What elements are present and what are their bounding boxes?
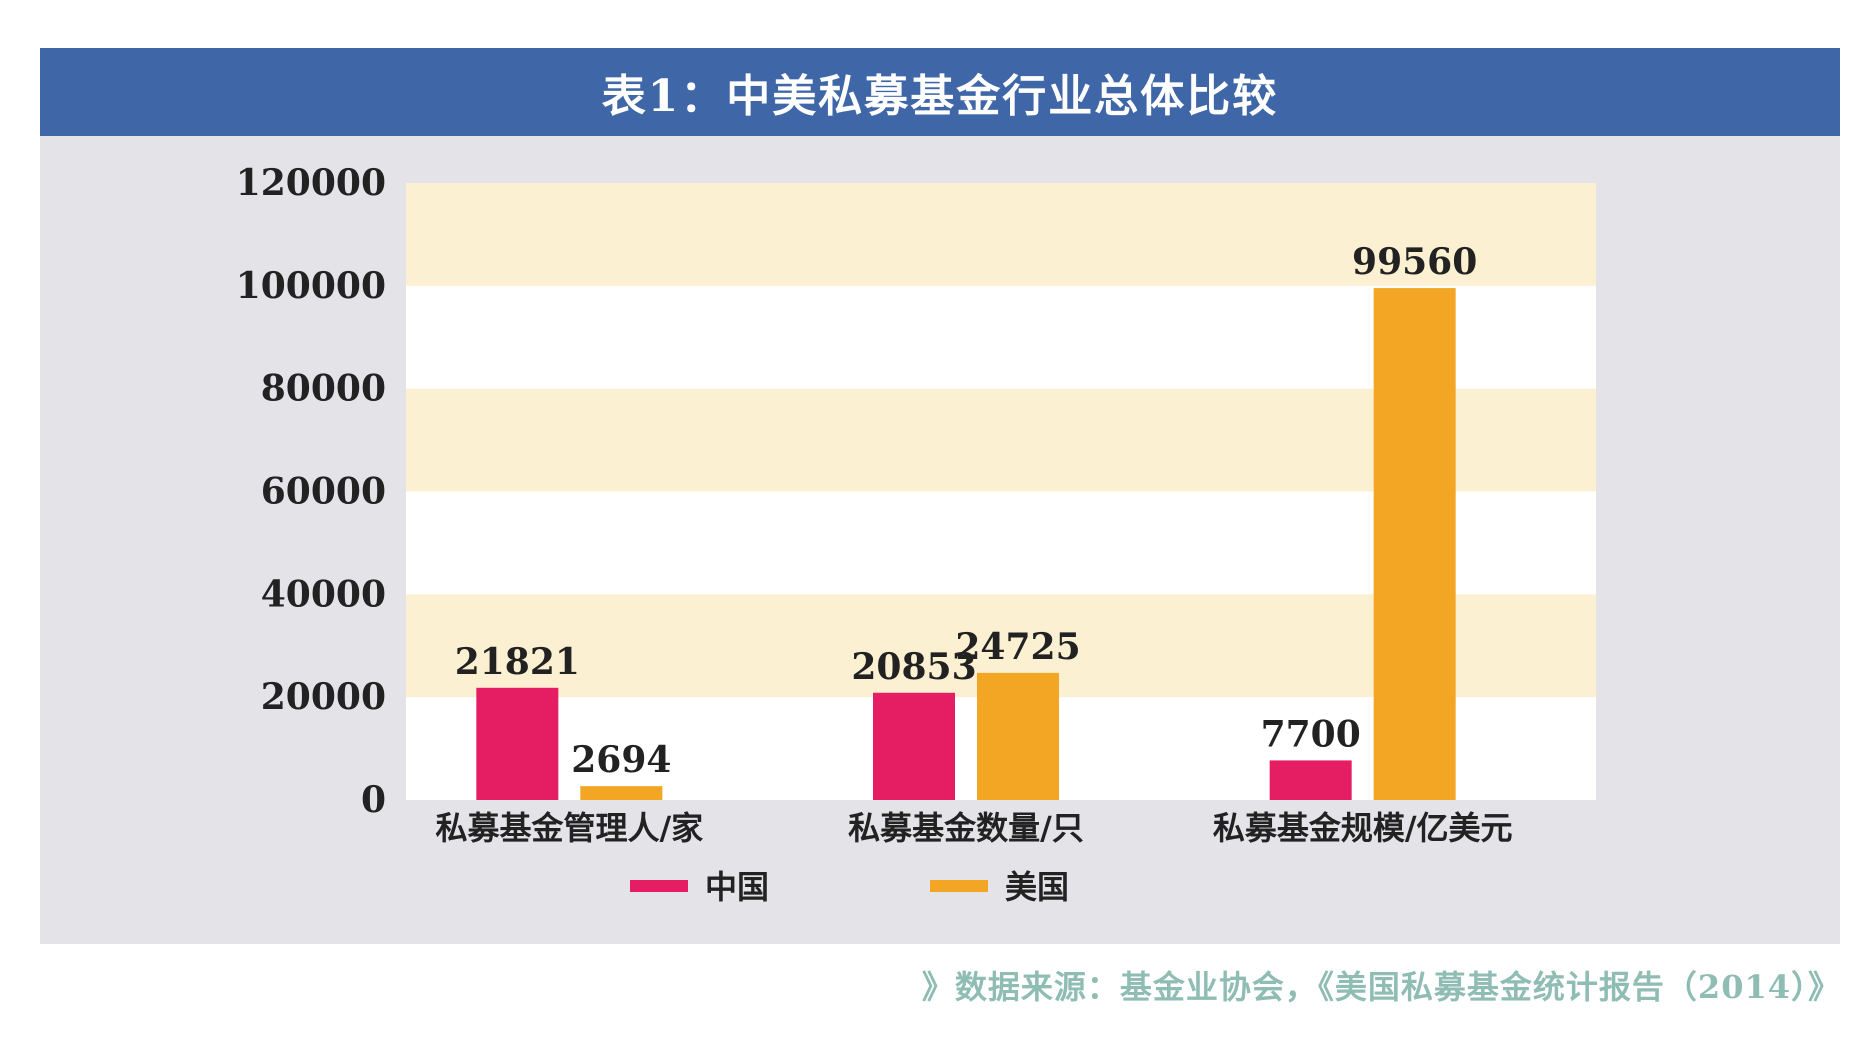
- data-label: 99560: [1352, 241, 1477, 283]
- bar-china: [476, 687, 559, 800]
- data-label: 20853: [851, 646, 976, 688]
- legend-swatch: [630, 880, 688, 892]
- legend-swatch: [930, 880, 988, 892]
- chart-panel: 120000 100000 80000 60000 40000 20000 0 21821 26…: [40, 136, 1840, 944]
- legend-label: 美国: [1005, 868, 1069, 906]
- bar-chart: 120000 100000 80000 60000 40000 20000 0 21821 26…: [236, 162, 1596, 906]
- grid-band: [406, 183, 1596, 286]
- y-tick-label: 120000: [236, 162, 386, 204]
- y-tick-label: 20000: [261, 676, 386, 718]
- bar-china: [1269, 760, 1352, 800]
- data-label: 2694: [571, 739, 671, 781]
- y-tick-label: 60000: [261, 471, 386, 513]
- data-label: 21821: [455, 641, 580, 683]
- bar-usa: [977, 672, 1059, 800]
- bar-usa: [580, 786, 663, 800]
- legend-label: 中国: [705, 868, 769, 906]
- y-tick-label: 80000: [261, 368, 386, 410]
- chart-title: 表1：中美私募基金行业总体比较: [40, 48, 1840, 136]
- x-tick-label: 私募基金规模/亿美元: [1213, 809, 1513, 847]
- x-tick-label: 私募基金数量/只: [848, 809, 1084, 847]
- data-label: 24725: [955, 626, 1080, 668]
- y-tick-label: 40000: [261, 573, 386, 615]
- bar-china: [873, 692, 955, 800]
- y-tick-label: 0: [361, 779, 386, 821]
- source-note: 》数据来源：基金业协会，《美国私募基金统计报告（2014）》: [921, 968, 1841, 1006]
- bar-usa: [1373, 288, 1456, 800]
- x-tick-label: 私募基金管理人/家: [435, 809, 703, 847]
- y-tick-label: 100000: [236, 265, 386, 307]
- data-label: 7700: [1261, 713, 1361, 755]
